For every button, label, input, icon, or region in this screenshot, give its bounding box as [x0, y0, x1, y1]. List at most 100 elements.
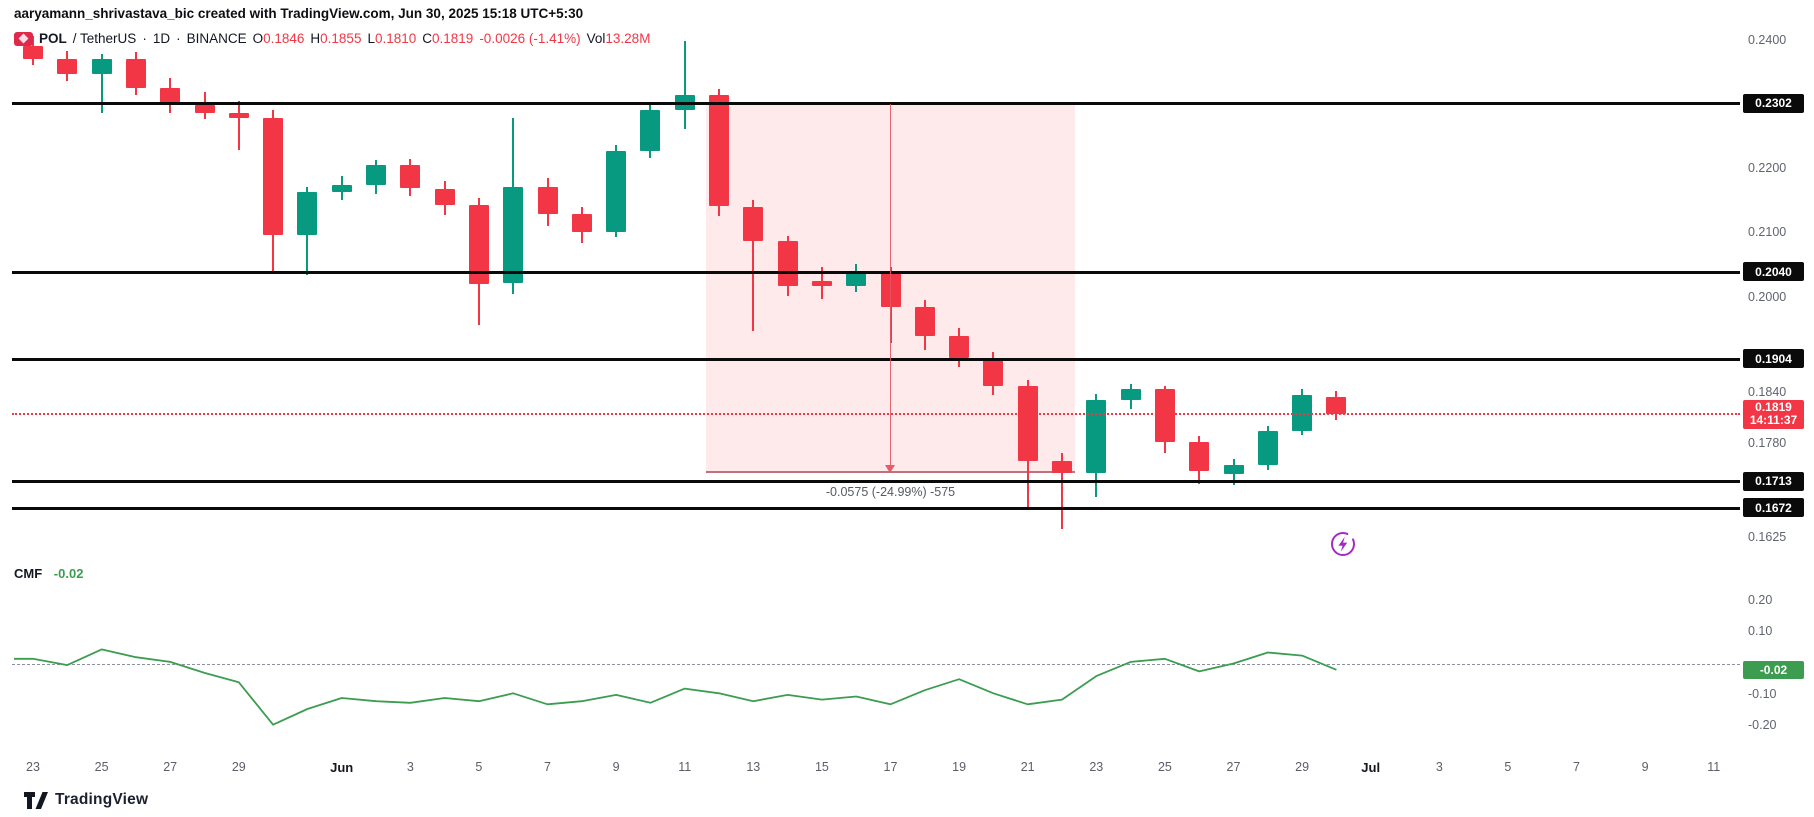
ohlc-open: O0.1846: [252, 31, 305, 46]
candle[interactable]: [777, 241, 798, 286]
time-axis-label: 7: [1573, 760, 1580, 774]
tradingview-logo-text: TradingView: [55, 791, 149, 808]
tradingview-logo[interactable]: TradingView: [24, 791, 148, 809]
separator-dot: ·: [176, 31, 181, 46]
time-axis-label: 9: [612, 760, 620, 774]
price-change: -0.0026 (-1.41%): [479, 31, 581, 46]
support-resistance-line[interactable]: [12, 480, 1740, 484]
candle[interactable]: [949, 336, 970, 358]
candle[interactable]: [503, 187, 524, 284]
cmf-axis-label: -0.10: [1748, 686, 1777, 701]
measure-arrow-line: [889, 103, 892, 466]
candle[interactable]: [914, 307, 935, 337]
time-axis-label: 25: [94, 760, 109, 774]
candle-wick: [100, 53, 103, 113]
candle[interactable]: [23, 46, 43, 59]
candle[interactable]: [606, 151, 627, 233]
ohlc-low: L0.1810: [367, 31, 417, 46]
candle[interactable]: [1052, 460, 1072, 473]
candle[interactable]: [57, 58, 78, 75]
time-axis-label: 25: [1157, 760, 1172, 774]
candle[interactable]: [1017, 386, 1038, 461]
candle[interactable]: [400, 165, 421, 189]
price-axis-label: 0.1840: [1748, 385, 1787, 400]
support-resistance-line[interactable]: [12, 102, 1740, 106]
cmf-indicator-title[interactable]: CMF: [14, 566, 43, 581]
current-price-line: [12, 412, 1740, 415]
time-axis-label: Jul: [1361, 760, 1381, 775]
candle[interactable]: [1154, 388, 1175, 443]
candle[interactable]: [1086, 400, 1107, 473]
cmf-axis-label: -0.20: [1748, 718, 1777, 733]
time-axis-label: 19: [952, 760, 967, 774]
candle-wick: [1061, 453, 1063, 529]
support-resistance-line[interactable]: [12, 357, 1740, 361]
candle[interactable]: [160, 88, 181, 105]
price-axis-label: 0.2400: [1748, 32, 1787, 47]
flash-reply-icon[interactable]: [1329, 530, 1357, 558]
candle[interactable]: [571, 214, 592, 233]
time-axis-label: 29: [1295, 760, 1310, 774]
candle[interactable]: [366, 165, 386, 185]
measure-arrow-head-icon: [885, 464, 895, 473]
time-axis-label: 3: [406, 760, 414, 774]
candle[interactable]: [1326, 396, 1347, 414]
time-axis-label: 21: [1020, 760, 1035, 774]
time-axis-label: 5: [1504, 760, 1512, 774]
candle[interactable]: [1257, 431, 1278, 465]
time-axis-label: 17: [883, 760, 898, 774]
time-axis-label: 3: [1435, 760, 1443, 774]
symbol-legend[interactable]: POL / TetherUS · 1D · BINANCE O0.1846 H0…: [14, 31, 656, 46]
support-resistance-line[interactable]: [12, 270, 1740, 274]
price-axis-label: 0.2000: [1748, 289, 1787, 304]
candle[interactable]: [1223, 464, 1244, 474]
price-level-badge: 0.1713: [1743, 471, 1804, 491]
cmf-zero-line: [12, 663, 1740, 665]
time-axis-label: 7: [544, 760, 551, 774]
candle[interactable]: [228, 112, 249, 118]
candle[interactable]: [434, 188, 455, 205]
price-level-badge: 0.1904: [1743, 349, 1804, 369]
cmf-value-badge: -0.02: [1743, 660, 1804, 679]
symbol-name[interactable]: POL: [39, 31, 67, 46]
candle[interactable]: [1120, 388, 1141, 401]
candle[interactable]: [811, 280, 832, 286]
time-axis-label: 15: [814, 760, 829, 774]
time-axis-label: 23: [26, 760, 40, 774]
price-axis-label: 0.1780: [1748, 435, 1787, 450]
candle[interactable]: [743, 206, 764, 242]
time-axis-label: 13: [746, 760, 761, 774]
time-axis-label: 29: [231, 760, 246, 774]
candle[interactable]: [983, 358, 1004, 387]
candle[interactable]: [709, 94, 729, 207]
candle[interactable]: [846, 272, 867, 287]
interval-label[interactable]: 1D: [152, 31, 171, 46]
symbol-pair: / TetherUS: [72, 31, 137, 46]
time-axis-label: 11: [678, 760, 692, 774]
tradingview-logo-icon: [24, 791, 48, 809]
support-resistance-line[interactable]: [12, 506, 1740, 510]
candle[interactable]: [297, 191, 318, 235]
current-price-badge: 0.1819 14:11:37: [1743, 399, 1804, 429]
candle[interactable]: [263, 117, 284, 235]
candle[interactable]: [91, 58, 112, 75]
candle[interactable]: [640, 110, 661, 152]
symbol-logo-icon: [14, 31, 33, 46]
candle[interactable]: [1189, 442, 1210, 471]
candle[interactable]: [468, 204, 489, 284]
time-axis-label: 27: [1226, 760, 1241, 774]
candle-wick: [752, 200, 755, 331]
measure-result-label: -0.0575 (-24.99%) -575: [825, 484, 956, 499]
candle[interactable]: [537, 187, 558, 215]
attribution-text: aaryamann_shrivastava_bic created with T…: [14, 6, 584, 21]
candle[interactable]: [125, 58, 146, 89]
cmf-indicator-legend[interactable]: CMF -0.02: [14, 566, 83, 581]
candle[interactable]: [331, 184, 352, 192]
separator-dot: ·: [142, 31, 147, 46]
candle-close-countdown: 14:11:37: [1749, 413, 1798, 428]
candle[interactable]: [194, 105, 215, 113]
price-axis-label: 0.2200: [1748, 161, 1787, 176]
cmf-axis-label: 0.10: [1748, 624, 1773, 639]
current-price-value: 0.1819: [1755, 399, 1792, 414]
